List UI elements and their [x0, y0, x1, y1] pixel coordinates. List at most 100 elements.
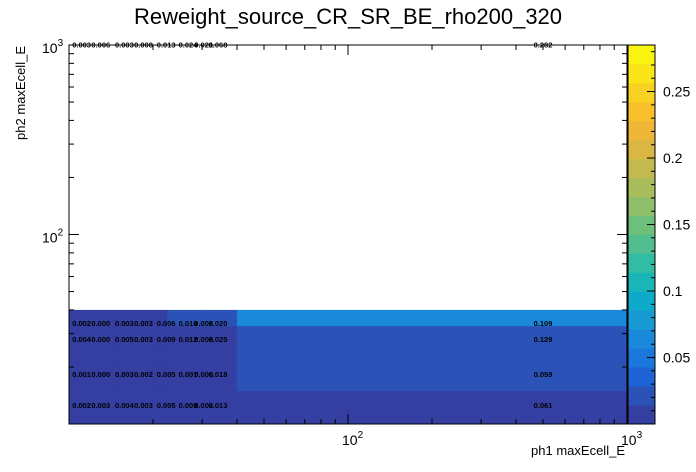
cell-value-label: 0.004 [115, 401, 135, 410]
palette-swatch [628, 120, 655, 141]
palette-swatch [628, 329, 655, 349]
cell-value-label: 0.013 [209, 401, 228, 410]
heatmap-cell [202, 390, 238, 425]
axis-tick-labels: 102 103 102 103 [42, 38, 643, 448]
cell-value-label: 0.007 [179, 370, 198, 379]
heatmap-cell [152, 345, 168, 368]
palette-swatch [628, 177, 655, 197]
heatmap-cell [152, 366, 168, 392]
palette-swatch [628, 386, 655, 406]
heatmap-cell [69, 345, 119, 368]
cell-value-label: 0.018 [209, 370, 228, 379]
heatmap-cell [118, 390, 154, 425]
cell-value-label: 0.010 [179, 319, 198, 328]
palette-swatch [628, 253, 655, 273]
cell-value-label: 0.009 [157, 335, 176, 344]
heatmap-cell [69, 325, 119, 346]
heatmap-cell [69, 366, 119, 392]
heatmap-cells [69, 309, 628, 425]
cell-value-label: 0.008 [194, 319, 213, 328]
cell-value-label: 0.129 [534, 335, 553, 344]
heatmap-cell [152, 390, 168, 425]
cell-value-label: 0.059 [534, 370, 553, 379]
cell-value-label: 0.008 [179, 401, 198, 410]
cell-value-label: 0.000 [91, 319, 110, 328]
chart-title: Reweight_source_CR_SR_BE_rho200_320 [134, 4, 562, 29]
cell-value-label: 0.002 [72, 401, 91, 410]
cell-value-label: 0.006 [194, 370, 213, 379]
cell-value-label: 0.005 [115, 335, 134, 344]
palette-swatch [628, 82, 655, 103]
cell-value-label: 0.061 [534, 401, 553, 410]
palette-tick-label: 0.2 [663, 150, 683, 166]
palette-swatch [628, 234, 655, 254]
palette-swatch [628, 291, 655, 311]
cell-value-label: 0.003 [115, 370, 134, 379]
y-axis-label: ph2 maxEcell_E [13, 46, 28, 140]
cell-value-label: 0.000 [91, 335, 110, 344]
heatmap-cell [236, 325, 628, 346]
axis-tick-label: 103 [42, 38, 64, 56]
palette-tick-label: 0.1 [663, 283, 683, 299]
heatmap-cell [167, 366, 203, 392]
heatmap-cell [236, 366, 628, 392]
cell-value-label: 0.003 [115, 319, 134, 328]
cell-value-label: 0.008 [194, 335, 213, 344]
palette-swatch [628, 310, 655, 330]
cell-value-label: 0.109 [534, 319, 553, 328]
palette-swatch [628, 405, 655, 425]
heatmap-cell [152, 325, 168, 346]
heatmap-cell [236, 309, 628, 327]
heatmap-cell [167, 325, 203, 346]
palette-swatch [628, 139, 655, 160]
heatmap-cell [236, 345, 628, 368]
palette-swatch [628, 158, 655, 179]
heatmap-cell [118, 309, 154, 327]
cell-value-label: 0.002 [134, 370, 153, 379]
cell-value-label: 0.012 [179, 335, 198, 344]
heatmap-cell [69, 390, 119, 425]
x-axis-label: ph1 maxEcell_E [531, 443, 625, 458]
heatmap-cell [202, 309, 238, 327]
heatmap-cell [167, 390, 203, 425]
palette-swatch [628, 215, 655, 235]
cell-value-label: 0.005 [157, 401, 176, 410]
heatmap-cell [118, 325, 154, 346]
palette-swatch [628, 348, 655, 368]
heatmap-cell [118, 366, 154, 392]
heatmap-cell [167, 309, 203, 327]
cell-value-label: 0.025 [209, 335, 228, 344]
heatmap-cell [202, 345, 238, 368]
palette-ticks: 0.05 0.1 0.15 0.2 0.25 [647, 51, 690, 412]
cell-value-label: 0.003 [194, 401, 213, 410]
cell-value-label: 0.004 [72, 335, 92, 344]
axis-tick-label: 102 [342, 430, 364, 448]
cell-value-label: 0.005 [157, 370, 176, 379]
palette-swatch [628, 45, 655, 65]
heatmap-cell [152, 309, 168, 327]
heatmap-cell [202, 325, 238, 346]
palette-tick-label: 0.25 [663, 84, 690, 100]
cell-value-label: 0.000 [91, 370, 110, 379]
cell-value-label: 0.003 [134, 335, 153, 344]
heatmap-cell [167, 345, 203, 368]
heatmap-cell [202, 366, 238, 392]
palette-swatch [628, 367, 655, 387]
cell-value-label: 0.001 [72, 370, 91, 379]
axis-ticks [69, 45, 627, 424]
cell-value-label: 0.003 [91, 401, 110, 410]
palette-swatch [628, 196, 655, 216]
heatmap-cell [118, 345, 154, 368]
palette-swatch [628, 101, 655, 122]
cell-value-label: 0.003 [134, 319, 153, 328]
palette-tick-label: 0.05 [663, 350, 690, 366]
palette-tick-label: 0.15 [663, 217, 690, 233]
color-palette [627, 44, 656, 425]
heatmap-cell [236, 390, 628, 425]
cell-value-label: 0.003 [134, 401, 153, 410]
cell-value-label: 0.020 [209, 319, 228, 328]
heatmap-cell [69, 309, 119, 327]
cell-value-label: 0.006 [157, 319, 176, 328]
axis-tick-label: 103 [621, 430, 643, 448]
